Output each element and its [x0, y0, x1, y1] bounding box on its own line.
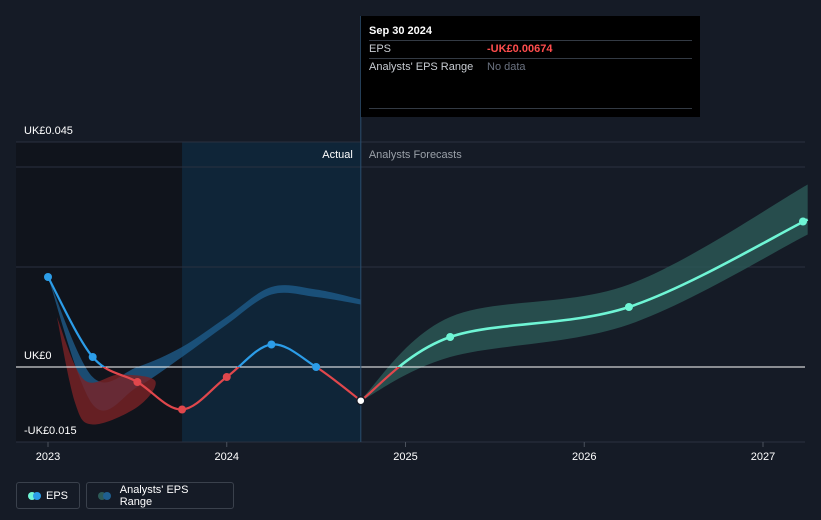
eps-point: [133, 378, 142, 386]
forecast-range-band: [360, 184, 808, 401]
tooltip-range-label: Analysts' EPS Range: [369, 61, 474, 73]
eps-forecast-point: [446, 333, 455, 341]
x-tick-label: 2027: [751, 451, 775, 463]
eps-legend-icon: [28, 491, 41, 500]
x-tick-label: 2025: [393, 451, 417, 463]
range-legend-dot-forecast: [98, 491, 106, 500]
eps-actual-line-negative: [101, 367, 362, 411]
legend-eps-label: EPS: [45, 489, 68, 502]
y-tick-label: UK£0.045: [24, 125, 73, 137]
eps-forecast-line-positive: [396, 218, 809, 367]
eps-forecast-point: [799, 217, 807, 226]
tooltip-divider: [369, 108, 692, 109]
tooltip: Sep 30 2024 EPS -UK£0.00674 Analysts' EP…: [361, 16, 700, 117]
legend-range-label: Analysts' EPS Range: [119, 483, 189, 508]
tooltip-eps-row: EPS -UK£0.00674: [369, 41, 692, 59]
x-tick-label: 2023: [36, 451, 60, 463]
range-legend-icon: [98, 491, 112, 500]
tooltip-range-value: No data: [487, 61, 526, 73]
range-legend-dot-past: [103, 491, 111, 500]
eps-point: [312, 363, 321, 371]
eps-points: [44, 217, 807, 414]
eps-point: [222, 373, 231, 381]
eps-forecast-point: [624, 303, 633, 311]
tooltip-range-row: Analysts' EPS Range No data: [369, 59, 692, 76]
tooltip-eps-value: -UK£0.00674: [487, 43, 553, 55]
past-negative-band: [56, 317, 156, 425]
eps-legend-dot-actual: [33, 491, 41, 500]
region-label-forecast: Analysts Forecasts: [369, 149, 462, 161]
y-tick-label: -UK£0.015: [24, 425, 77, 437]
eps-point: [44, 273, 52, 281]
x-tick-label: 2024: [215, 451, 239, 463]
region-label-actual: Actual: [322, 149, 353, 161]
tooltip-eps-label: EPS: [369, 43, 392, 55]
eps-point-selected: [356, 395, 366, 406]
eps-point: [88, 353, 97, 361]
y-tick-label: UK£0: [24, 350, 52, 362]
tooltip-date: Sep 30 2024: [369, 16, 692, 41]
eps-legend-dot-forecast: [28, 491, 36, 500]
eps-point: [267, 340, 276, 349]
eps-point: [178, 405, 187, 414]
axis-labels: UK£0.045 UK£0 -UK£0.015 2023 2024 2025 2026 202…: [24, 125, 775, 463]
legend-analysts-range[interactable]: Analysts' EPS Range: [86, 482, 234, 509]
x-tick-label: 2026: [572, 451, 596, 463]
legend-eps[interactable]: EPS: [16, 482, 80, 509]
